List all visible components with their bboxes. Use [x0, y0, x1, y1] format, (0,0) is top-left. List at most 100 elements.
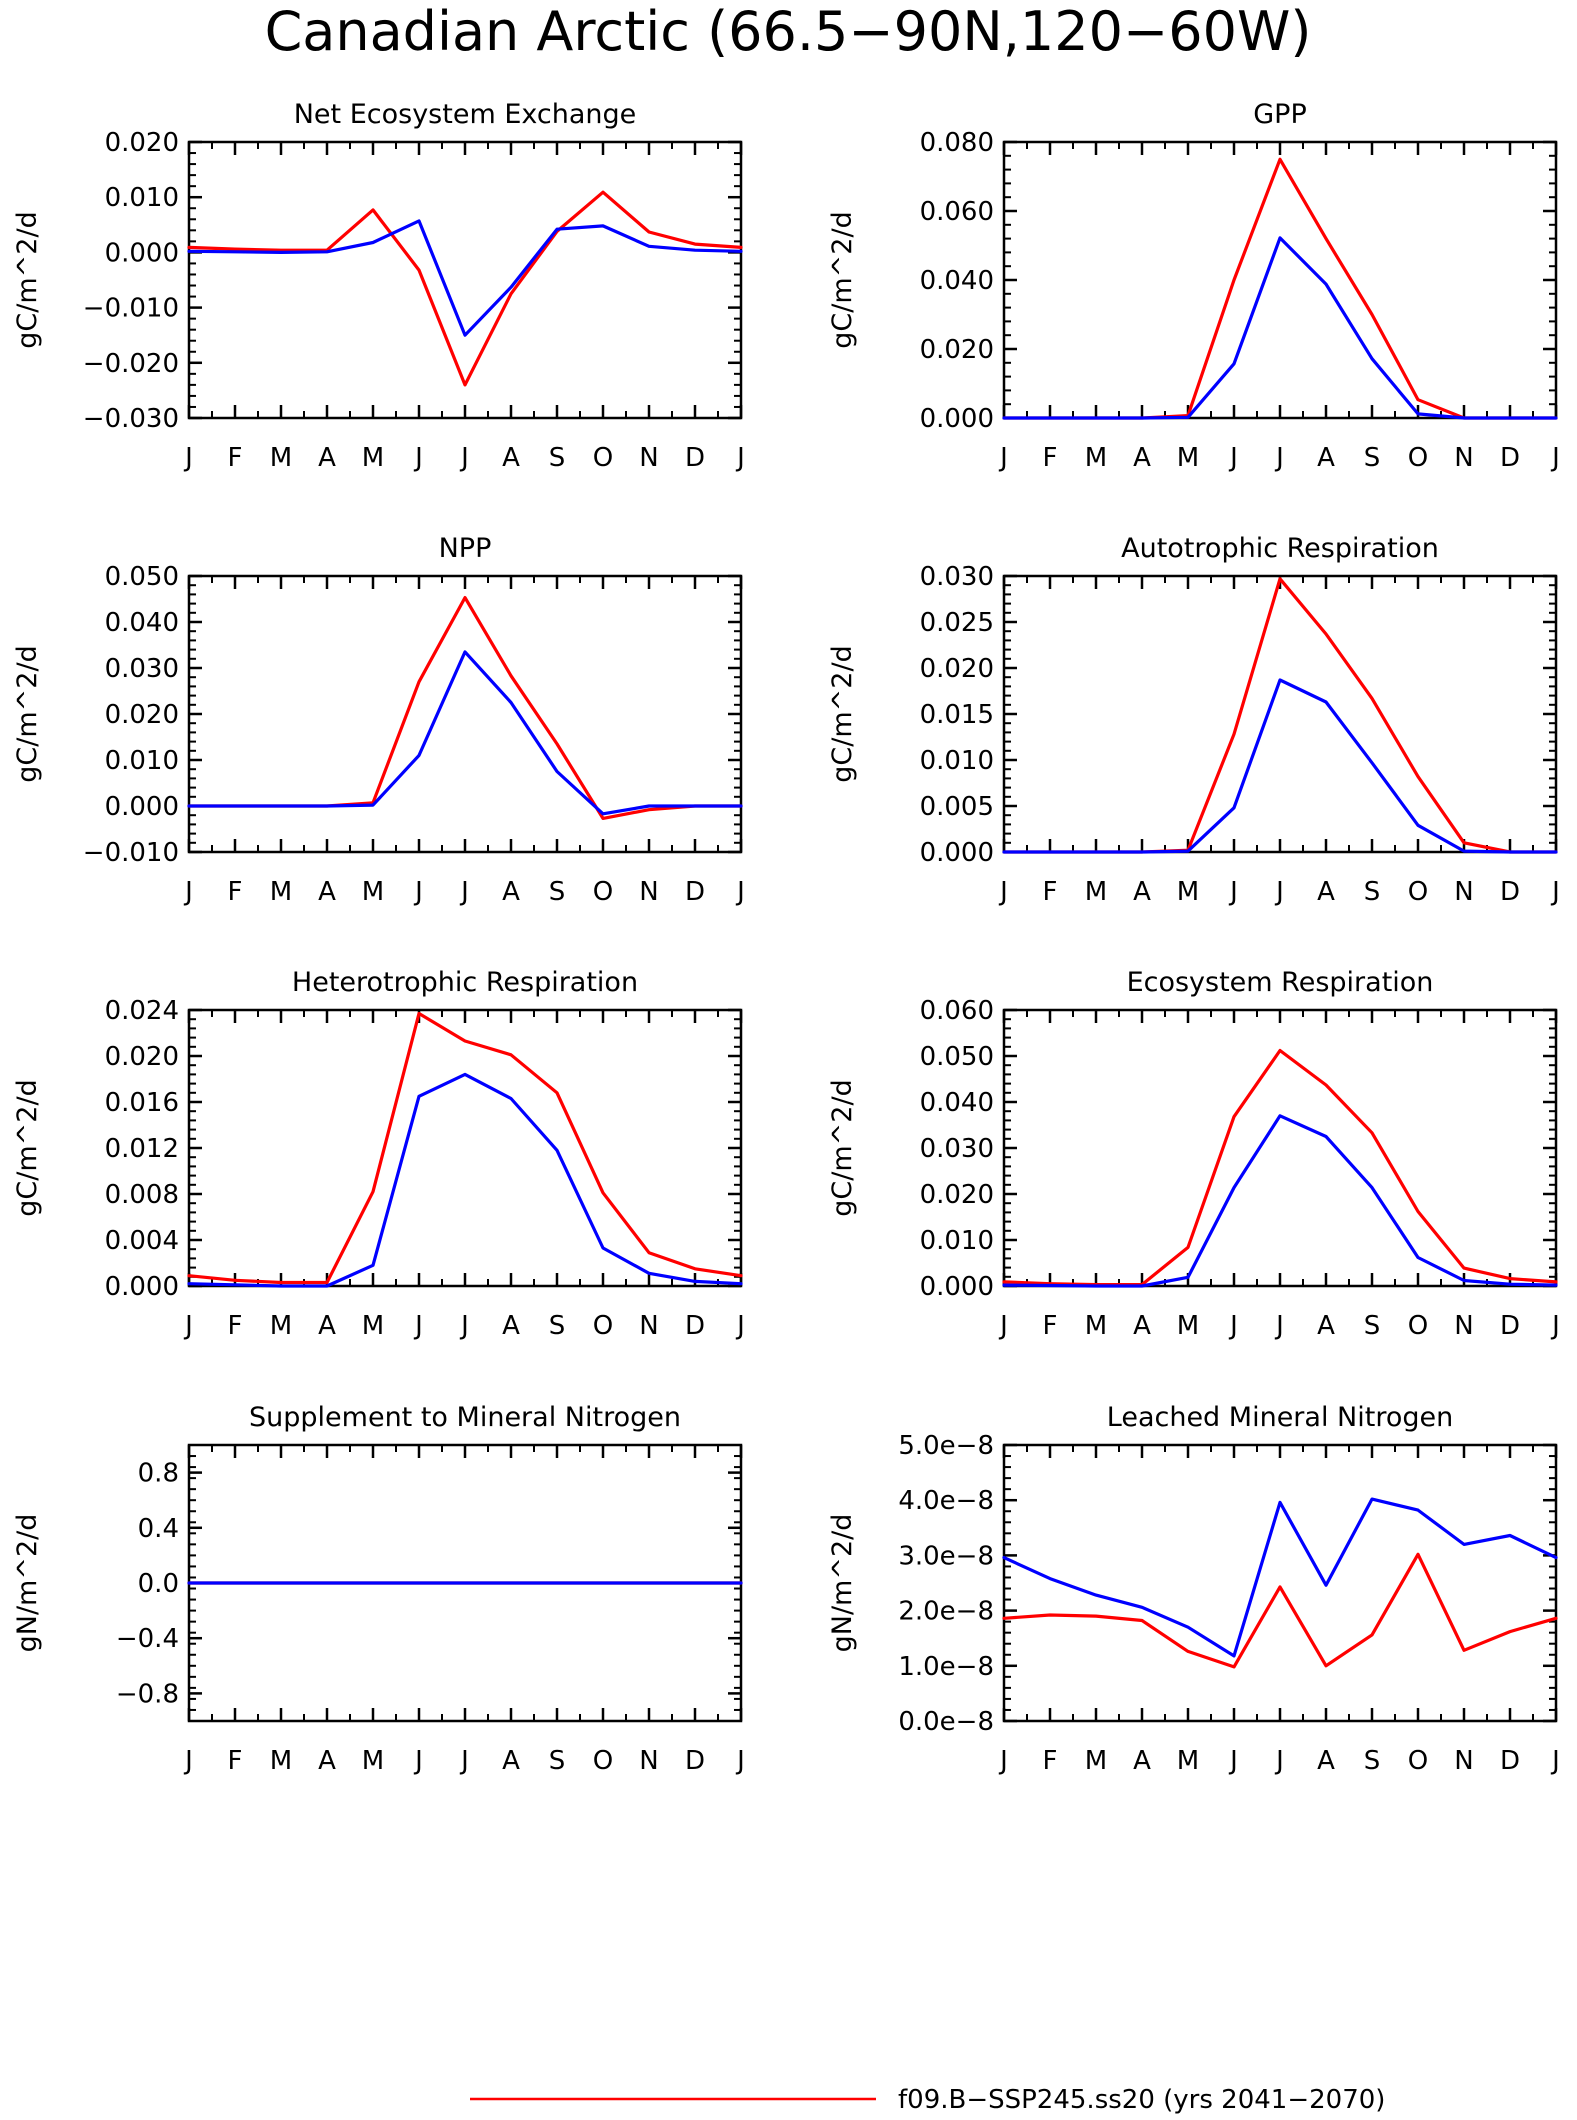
red-series-line	[187, 595, 743, 821]
x-tick-label: A	[502, 877, 520, 907]
y-tick-label: 0.000	[105, 1272, 179, 1302]
y-tick-label: 0.0e−8	[898, 1707, 994, 1737]
y-tick-label: 1.0e−8	[898, 1652, 994, 1682]
y-axis-label: gC/m^2/d	[827, 1079, 858, 1216]
y-tick-label: 0.050	[105, 562, 179, 592]
x-tick-label: J	[183, 1311, 193, 1341]
panel-title: NPP	[439, 533, 492, 564]
y-tick-label: −0.030	[83, 404, 179, 434]
x-tick-label: J	[183, 443, 193, 473]
chart-panel-supplement-to-mineral-nitrogen: Supplement to Mineral Nitrogen gN/m^2/d J F…	[12, 1402, 745, 1776]
x-tick-label: A	[1133, 1311, 1151, 1341]
x-tick-label: M	[1085, 877, 1107, 907]
x-tick-label: M	[270, 1311, 292, 1341]
y-tick-label: 0.008	[105, 1180, 179, 1210]
x-tick-label: J	[735, 443, 745, 473]
x-tick-label: J	[1228, 443, 1238, 473]
blue-series-line	[187, 650, 743, 816]
y-tick-label: 0.020	[105, 128, 179, 158]
x-tick-label: J	[413, 877, 423, 907]
y-tick-label: 0.030	[920, 562, 994, 592]
x-tick-label: M	[1085, 1746, 1107, 1776]
x-tick-label: J	[459, 877, 469, 907]
y-tick-label: 0.000	[105, 238, 179, 268]
x-tick-label: J	[998, 877, 1008, 907]
y-tick-label: 4.0e−8	[898, 1486, 994, 1516]
x-tick-label: O	[1408, 877, 1428, 907]
x-tick-label: A	[318, 1311, 336, 1341]
y-tick-label: −0.4	[116, 1624, 179, 1654]
x-tick-label: J	[735, 1746, 745, 1776]
y-tick-label: −0.8	[116, 1679, 179, 1709]
x-tick-label: A	[1317, 1311, 1335, 1341]
panel-title: GPP	[1253, 99, 1307, 130]
y-tick-label: 0.025	[920, 608, 994, 638]
y-tick-label: 0.000	[920, 838, 994, 868]
plot-frame	[187, 1008, 743, 1288]
x-tick-label: O	[593, 1746, 613, 1776]
x-tick-label: M	[270, 1746, 292, 1776]
y-tick-label: 0.0	[138, 1569, 179, 1599]
x-tick-label: F	[1043, 877, 1058, 907]
x-tick-label: S	[1364, 1746, 1381, 1776]
y-axis-label: gC/m^2/d	[827, 645, 858, 782]
red-series-line	[1002, 1048, 1558, 1287]
y-tick-label: 3.0e−8	[898, 1541, 994, 1571]
x-tick-label: J	[413, 1311, 423, 1341]
x-tick-label: J	[459, 1746, 469, 1776]
y-tick-label: 0.030	[920, 1134, 994, 1164]
blue-series-line	[1002, 1497, 1558, 1658]
x-tick-label: J	[998, 1746, 1008, 1776]
x-tick-label: D	[685, 1746, 705, 1776]
red-series-line	[1002, 157, 1558, 420]
red-series-line	[1002, 1552, 1558, 1669]
x-tick-label: D	[1500, 443, 1520, 473]
panel-title: Net Ecosystem Exchange	[294, 99, 637, 130]
x-tick-label: J	[459, 443, 469, 473]
x-tick-label: M	[362, 1746, 384, 1776]
x-tick-label: J	[998, 1311, 1008, 1341]
y-tick-label: 0.040	[105, 608, 179, 638]
red-series-line	[187, 1011, 743, 1285]
legend: f09.B−SSP245.ss20 (yrs 2041−2070)	[470, 2085, 1385, 2115]
x-tick-label: N	[1454, 877, 1473, 907]
x-tick-label: D	[685, 1311, 705, 1341]
y-axis-label: gC/m^2/d	[12, 645, 43, 782]
y-tick-label: 0.060	[920, 996, 994, 1026]
y-tick-label: 0.016	[105, 1088, 179, 1118]
y-tick-label: 0.012	[105, 1134, 179, 1164]
x-tick-label: S	[1364, 443, 1381, 473]
x-tick-label: F	[228, 443, 243, 473]
y-tick-label: 5.0e−8	[898, 1431, 994, 1461]
x-tick-label: J	[998, 443, 1008, 473]
x-tick-label: A	[1317, 1746, 1335, 1776]
y-tick-label: 0.020	[105, 700, 179, 730]
x-tick-label: D	[1500, 1311, 1520, 1341]
x-tick-label: F	[1043, 1746, 1058, 1776]
x-tick-label: A	[502, 1311, 520, 1341]
x-tick-label: A	[1133, 877, 1151, 907]
x-tick-label: N	[639, 877, 658, 907]
x-tick-label: S	[1364, 877, 1381, 907]
x-tick-label: J	[183, 877, 193, 907]
x-tick-label: J	[459, 1311, 469, 1341]
y-tick-label: 0.040	[920, 266, 994, 296]
x-tick-label: J	[1274, 877, 1284, 907]
x-tick-label: J	[183, 1746, 193, 1776]
y-axis-label: gC/m^2/d	[12, 1079, 43, 1216]
x-tick-label: J	[1228, 1311, 1238, 1341]
x-tick-label: J	[1550, 443, 1560, 473]
blue-series-line	[187, 219, 743, 337]
x-tick-label: S	[1364, 1311, 1381, 1341]
x-tick-label: M	[270, 443, 292, 473]
x-tick-label: D	[1500, 877, 1520, 907]
x-tick-label: J	[1550, 1746, 1560, 1776]
x-tick-label: M	[1177, 1311, 1199, 1341]
x-tick-label: A	[318, 443, 336, 473]
